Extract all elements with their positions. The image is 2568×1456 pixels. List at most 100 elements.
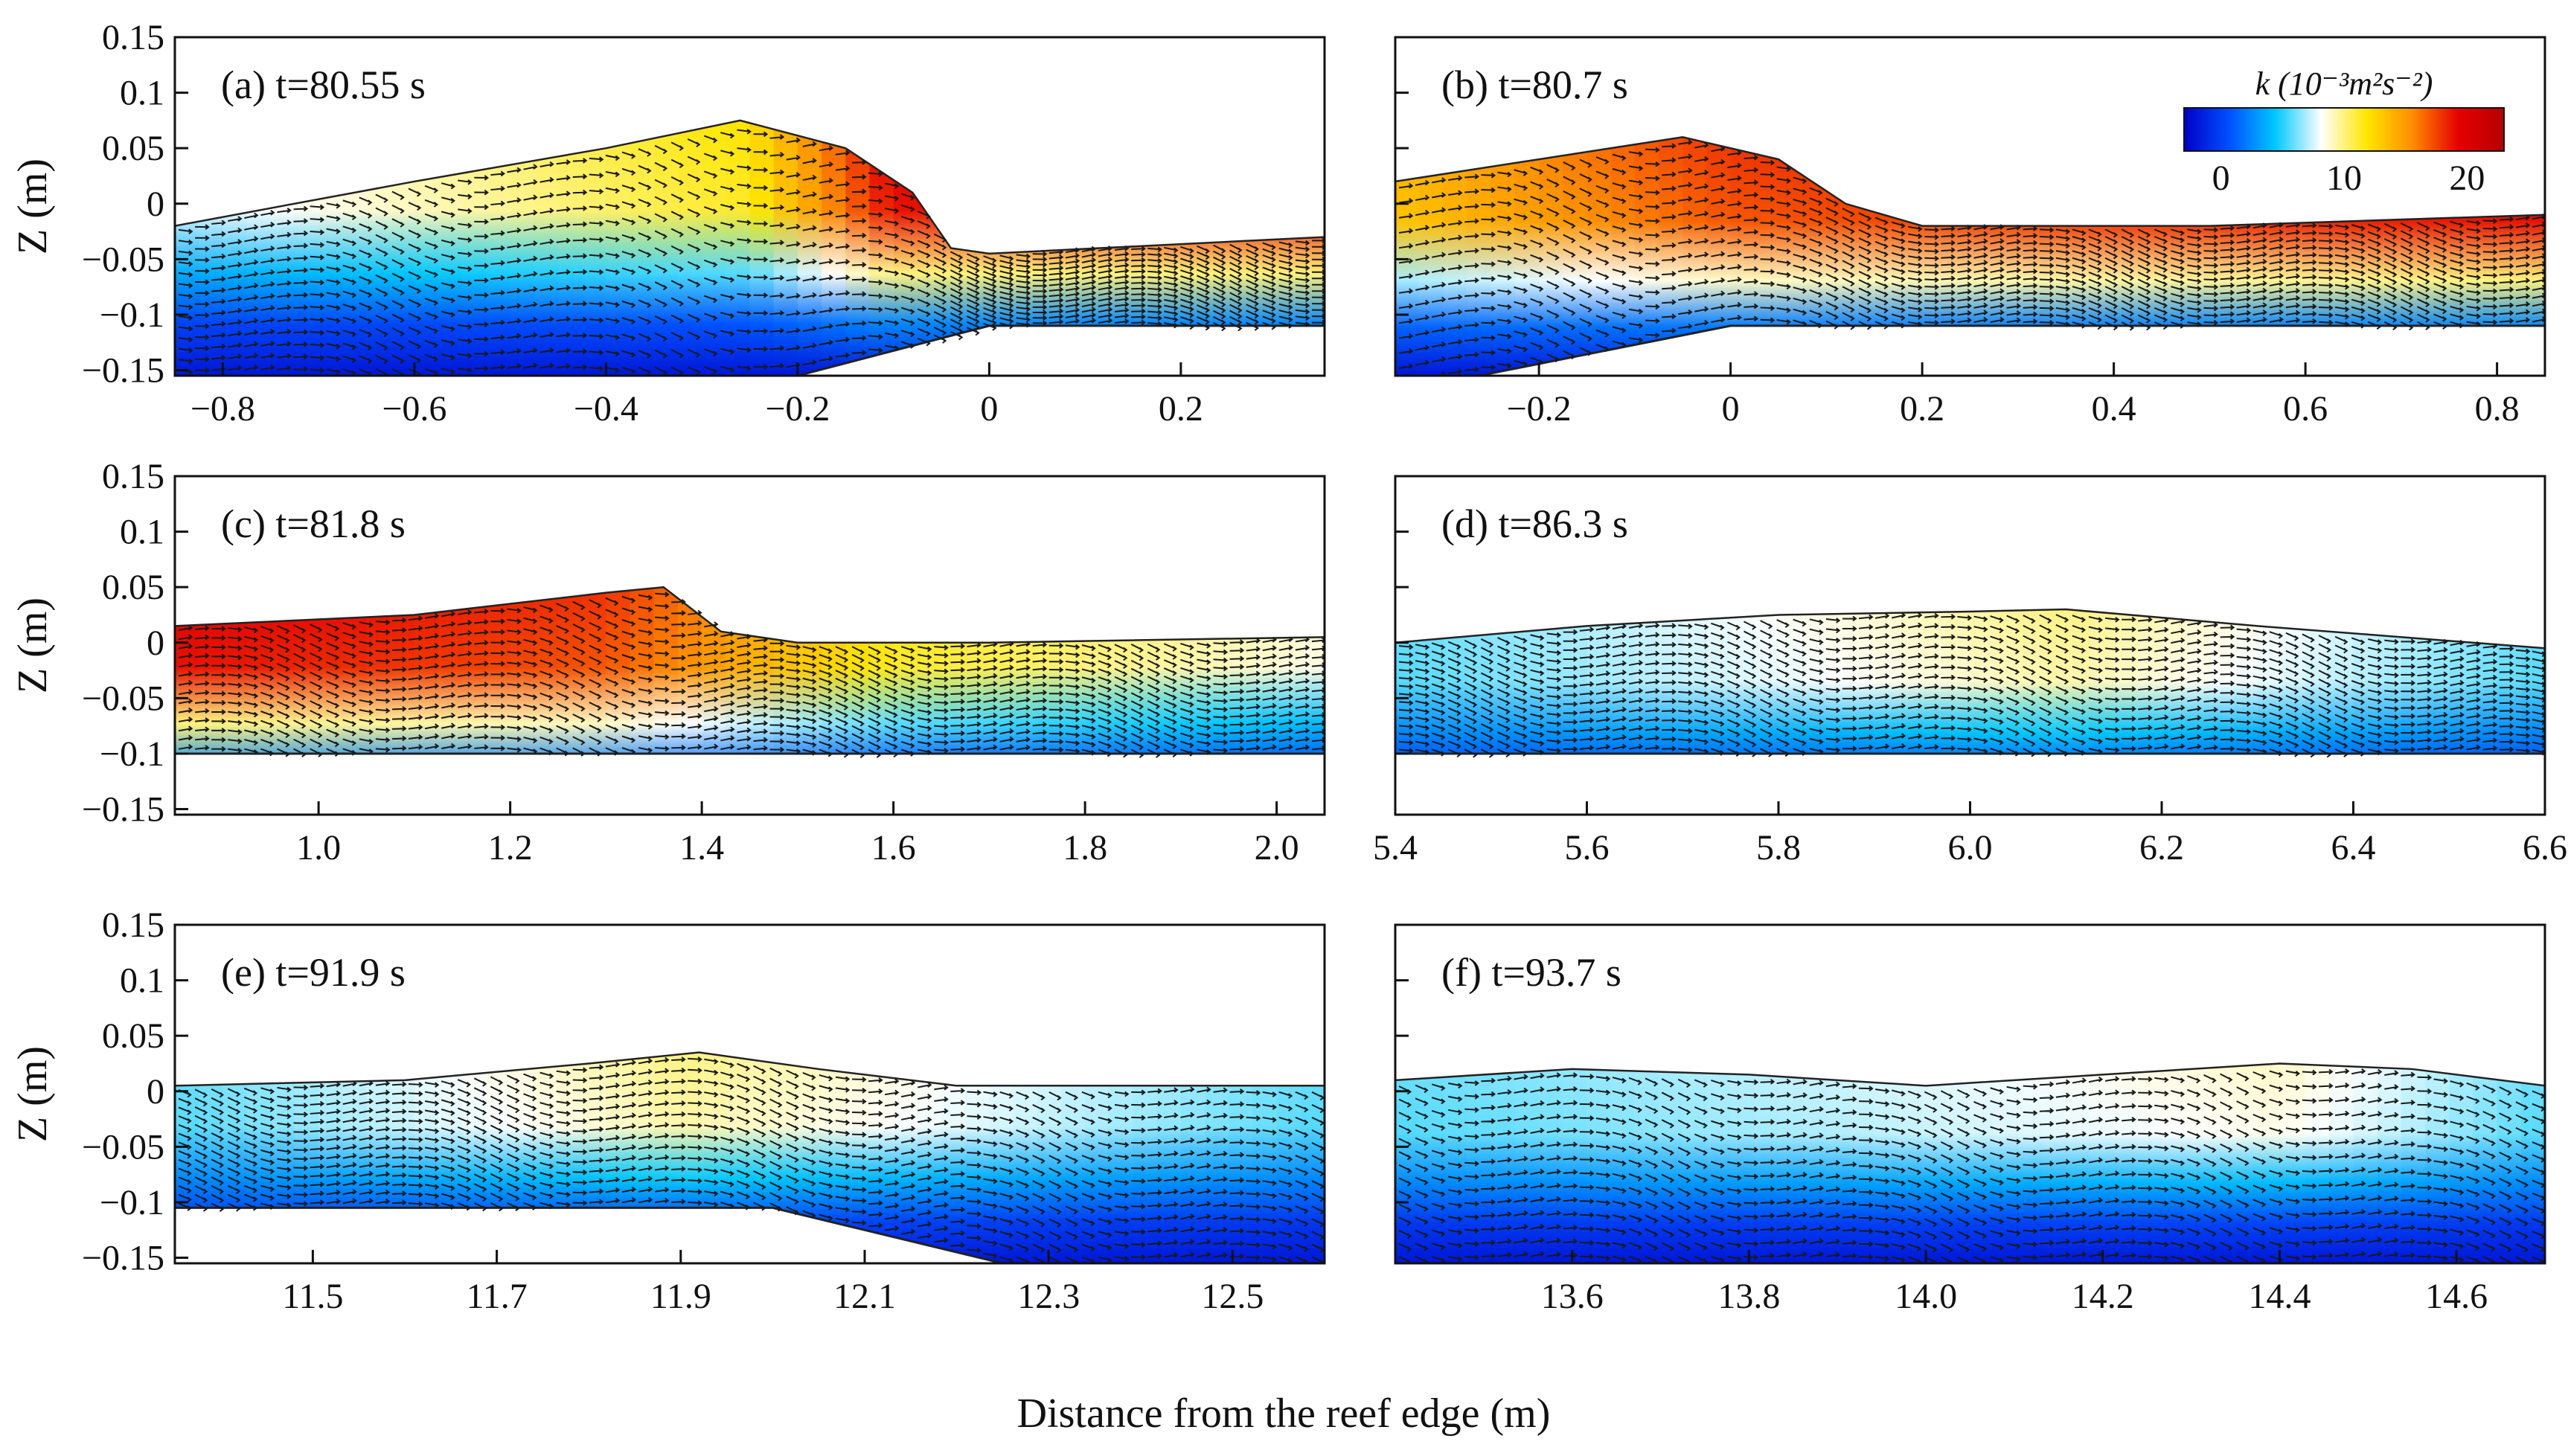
tke-column xyxy=(1490,1063,1516,1263)
y-tick-label: −0.05 xyxy=(82,240,164,279)
colorbar-tick-label: 20 xyxy=(2449,158,2485,198)
y-axis-title: Z (m) xyxy=(10,1046,56,1142)
tke-column xyxy=(2281,1063,2307,1263)
x-tick-label: 6.0 xyxy=(1948,828,1993,867)
tke-column xyxy=(1156,1052,1182,1263)
x-tick-label: 14.2 xyxy=(2072,1277,2134,1316)
tke-column xyxy=(1229,1052,1254,1263)
tke-column xyxy=(1514,1063,1540,1263)
x-tick-label: 5.4 xyxy=(1373,828,1418,867)
x-tick-label: 0.6 xyxy=(2283,389,2328,429)
tke-column xyxy=(534,120,559,376)
panel-title: (f) t=93.7 s xyxy=(1441,950,1621,995)
tke-column xyxy=(1037,1052,1062,1263)
colorbar-tick-label: 10 xyxy=(2326,158,2362,198)
tke-column xyxy=(1060,1052,1086,1263)
air-region xyxy=(1395,37,2545,226)
x-tick-label: −0.4 xyxy=(574,389,638,429)
x-tick-label: 12.5 xyxy=(1201,1277,1264,1316)
panel-title: (d) t=86.3 s xyxy=(1441,501,1628,546)
reef-bottom-line xyxy=(1473,324,2545,376)
reef-region xyxy=(175,753,1325,815)
y-tick-label: −0.1 xyxy=(100,295,164,335)
y-tick-label: −0.15 xyxy=(82,351,164,391)
x-tick-label: 6.6 xyxy=(2523,828,2567,867)
x-tick-label: 5.8 xyxy=(1756,828,1801,867)
tke-column xyxy=(1563,1063,1588,1263)
reef-region xyxy=(175,1208,1325,1263)
tke-column xyxy=(1994,1063,2019,1263)
x-tick-label: −0.2 xyxy=(765,389,830,429)
reef-region xyxy=(175,325,1325,376)
x-tick-label: 0 xyxy=(980,389,998,429)
air-region xyxy=(1395,476,2545,649)
tke-column xyxy=(2305,1063,2331,1263)
x-tick-label: −0.2 xyxy=(1507,389,1572,429)
x-tick-label: 6.2 xyxy=(2139,828,2184,867)
tke-column xyxy=(1443,1063,1468,1263)
x-tick-label: 1.2 xyxy=(488,828,533,867)
x-tick-label: 1.8 xyxy=(1063,828,1107,867)
x-tick-label: 14.0 xyxy=(1895,1277,1957,1316)
x-tick-label: 2.0 xyxy=(1255,828,1299,867)
tke-column xyxy=(1419,1063,1444,1263)
y-tick-label: 0.05 xyxy=(102,568,164,607)
velocity-arrows xyxy=(178,1056,1325,1263)
tke-column xyxy=(2329,1063,2354,1263)
y-tick-label: 0 xyxy=(147,623,164,663)
y-tick-label: 0.1 xyxy=(120,74,164,113)
x-tick-label: 1.0 xyxy=(296,828,341,867)
x-tick-label: −0.8 xyxy=(190,389,255,429)
tke-column xyxy=(797,120,823,376)
tke-column xyxy=(2497,1063,2522,1263)
tke-column xyxy=(773,120,798,376)
y-tick-label: 0.15 xyxy=(102,905,164,945)
y-tick-label: −0.1 xyxy=(100,1183,164,1222)
tke-column xyxy=(1300,1052,1325,1263)
x-tick-label: 11.5 xyxy=(282,1277,343,1316)
y-tick-label: 0.1 xyxy=(120,513,164,552)
y-tick-label: 0.15 xyxy=(102,457,164,496)
free-surface-line xyxy=(175,1051,1325,1087)
y-tick-label: −0.15 xyxy=(82,790,164,830)
x-tick-label: 11.9 xyxy=(650,1277,711,1316)
panels: 0.15 0.1 0.05 0 −0.05 −0.1 −0.15 −0.8 −0.6 −0.4 −0… xyxy=(10,18,2567,1316)
panel-title: (c) t=81.8 s xyxy=(221,501,406,546)
y-tick-label: 0.05 xyxy=(102,129,164,168)
panel-title: (a) t=80.55 s xyxy=(221,62,426,107)
tke-column xyxy=(630,120,655,376)
velocity-arrows xyxy=(1398,139,2545,376)
tke-column xyxy=(1539,1063,1564,1263)
y-tick-label: −0.05 xyxy=(82,679,164,718)
tke-column xyxy=(2473,1063,2498,1263)
air-region xyxy=(175,37,1325,254)
y-tick-label: 0 xyxy=(147,1072,164,1112)
x-tick-label: 1.6 xyxy=(871,828,916,867)
tke-column xyxy=(2257,1063,2282,1263)
tke-column xyxy=(822,120,847,376)
tke-column xyxy=(1874,1063,1899,1263)
tke-column xyxy=(2066,1063,2091,1263)
panel-d: 5.4 5.6 5.8 6.0 6.2 6.4 6.6 (d) t=86.3 s xyxy=(1373,475,2567,867)
y-tick-label: −0.1 xyxy=(100,734,164,774)
x-tick-label: 12.3 xyxy=(1017,1277,1080,1316)
y-tick-label: 0.05 xyxy=(102,1016,164,1056)
x-tick-label: 13.8 xyxy=(1717,1277,1780,1316)
air-region xyxy=(175,476,1325,643)
panel-frame xyxy=(173,475,1326,816)
reef-region xyxy=(1395,325,2545,376)
x-tick-label: 5.6 xyxy=(1565,828,1610,867)
panel-title: (e) t=91.9 s xyxy=(221,950,406,995)
x-tick-label: 14.4 xyxy=(2248,1277,2311,1316)
panel-e: 0.15 0.1 0.05 0 −0.05 −0.1 −0.15 11.5 11.7 11.9 12… xyxy=(10,905,1326,1316)
tke-column xyxy=(1539,137,1564,376)
tke-column xyxy=(2401,1063,2427,1263)
tke-column xyxy=(917,1052,942,1263)
panel-frame xyxy=(173,923,1326,1265)
tke-column xyxy=(2090,1063,2115,1263)
tke-column xyxy=(558,120,583,376)
tke-field xyxy=(175,925,1325,1263)
x-tick-label: 0.8 xyxy=(2475,389,2520,429)
x-axis-title: Distance from the reef edge (m) xyxy=(1017,1391,1551,1437)
y-axis-title: Z (m) xyxy=(10,158,56,254)
